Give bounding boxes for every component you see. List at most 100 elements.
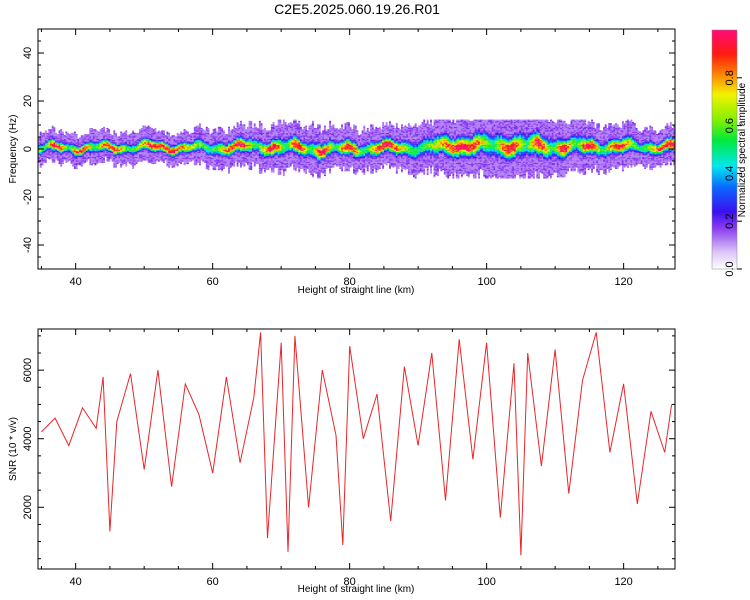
heatmap-cell [173,162,176,165]
heatmap-cell [198,140,201,142]
heatmap-cell [77,142,80,144]
heatmap-cell [200,142,203,144]
heatmap-cell [257,134,260,136]
heatmap-cell [269,156,272,159]
heatmap-cell [240,147,242,149]
heatmap-cell [130,135,133,137]
heatmap-cell [115,146,117,148]
heatmap-cell [193,128,196,130]
heatmap-cell [163,161,165,163]
heatmap-cell [228,130,230,132]
heatmap-cell [274,159,277,161]
heatmap-cell [306,130,309,132]
heatmap-cell [281,130,284,132]
heatmap-cell [173,154,176,156]
heatmap-cell [282,154,285,156]
heatmap-cell [306,136,309,138]
heatmap-cell [139,152,141,154]
heatmap-cell [84,134,87,136]
heatmap-cell [144,155,147,157]
heatmap-cell [258,141,261,143]
heatmap-cell [169,136,172,138]
heatmap-cell [161,135,164,137]
heatmap-cell [149,153,152,155]
heatmap-cell [299,130,302,132]
heatmap-cell [68,148,71,150]
heatmap-cell [308,143,311,145]
heatmap-cell [84,155,87,157]
heatmap-cell [210,158,213,160]
heatmap-cell [82,159,85,161]
heatmap-cell [288,134,290,136]
heatmap-cell [219,155,222,157]
heatmap-cell [142,156,145,159]
heatmap-cell [264,148,266,150]
heatmap-cell [73,143,76,145]
heatmap-cell [240,154,242,156]
heatmap-cell [221,140,224,142]
heatmap-cell [173,164,176,166]
heatmap-cell [311,147,314,149]
heatmap-cell [257,140,260,142]
heatmap-cell [303,158,306,160]
heatmap-cell [311,162,314,165]
heatmap-cell [279,130,282,132]
heatmap-cell [80,159,83,161]
heatmap-cell [58,155,61,157]
heatmap-cell [264,156,266,159]
heatmap-cell [181,137,184,139]
heatmap-cell [270,138,273,141]
heatmap-cell [209,150,212,153]
heatmap-cell [180,156,183,159]
heatmap-cell [92,162,95,165]
heatmap-cell [229,131,232,133]
heatmap-cell [92,136,95,138]
heatmap-cell [315,152,318,154]
heatmap-cell [317,160,320,162]
heatmap-cell [202,138,205,141]
heatmap-cell [236,130,239,132]
heatmap-cell [185,158,188,160]
heatmap-cell [209,155,212,157]
heatmap-cell [178,134,181,136]
heatmap-cell [72,148,75,150]
heatmap-cell [264,152,266,154]
heatmap-cell [238,144,241,147]
heatmap-cell [171,153,174,155]
heatmap-cell [265,134,268,136]
heatmap-cell [205,132,208,135]
heatmap-cell [41,149,44,151]
heatmap-cell [317,128,320,130]
heatmap-cell [152,156,155,159]
heatmap-cell [152,137,155,139]
heatmap-cell [209,144,212,147]
heatmap-cell [65,158,68,160]
heatmap-cell [70,132,73,135]
heatmap-cell [226,154,229,156]
heatmap-cell [63,136,66,138]
heatmap-cell [180,131,183,133]
heatmap-cell [272,122,275,124]
heatmap-cell [270,167,273,169]
heatmap-cell [264,164,266,166]
heatmap-cell [67,146,70,148]
heatmap-cell [139,130,141,132]
heatmap-cell [277,156,280,159]
heatmap-cell [294,165,297,167]
heatmap-cell [104,131,107,133]
heatmap-cell [46,132,49,135]
heatmap-cell [176,143,179,145]
heatmap-cell [234,132,237,135]
heatmap-cell [94,153,97,155]
heatmap-cell [301,144,304,147]
heatmap-cell [279,132,282,135]
heatmap-cell [209,142,212,144]
heatmap-cell [70,147,73,149]
heatmap-cell [286,132,289,135]
heatmap-cell [241,158,244,160]
heatmap-cell [164,136,167,138]
heatmap-cell [72,136,75,138]
heatmap-cell [204,131,206,133]
heatmap-cell [294,137,297,139]
heatmap-cell [173,150,176,153]
